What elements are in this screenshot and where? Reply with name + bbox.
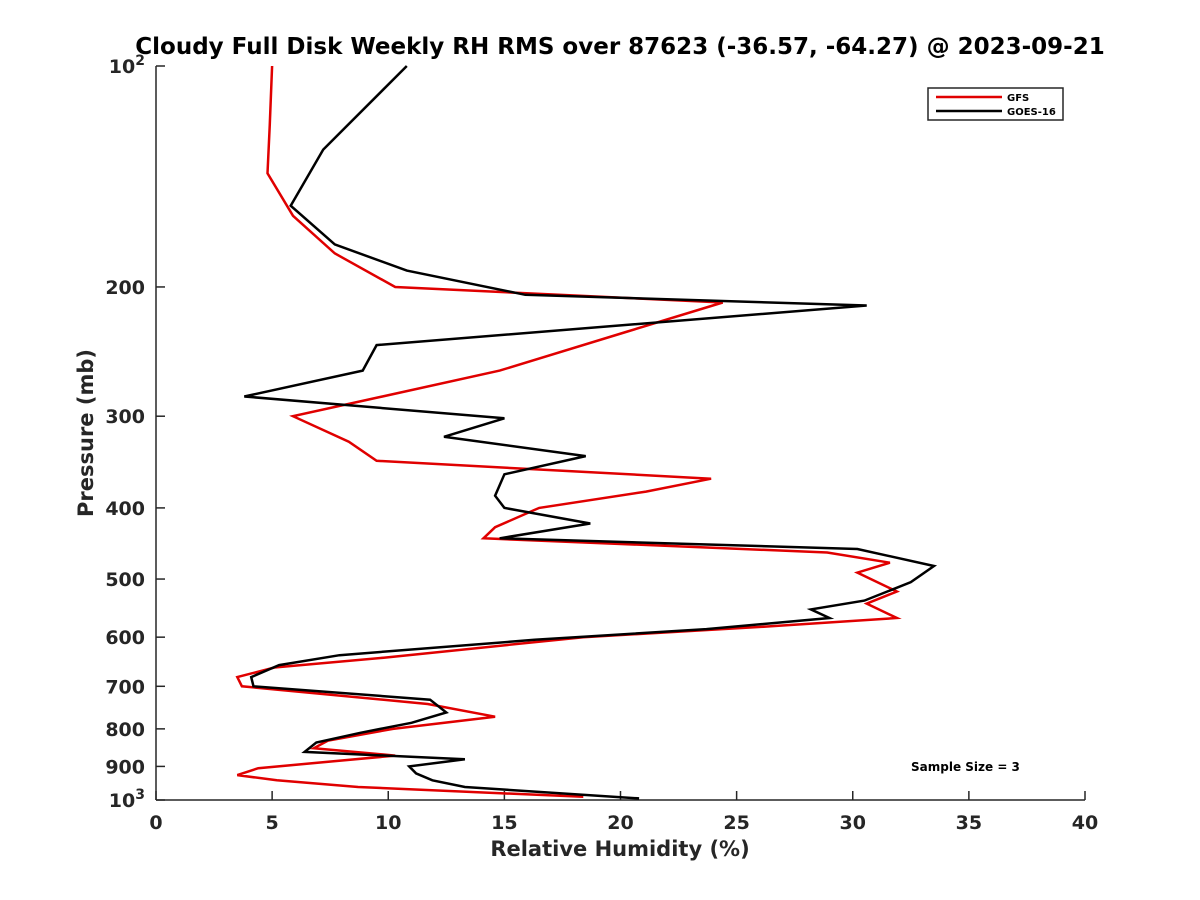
series-line-goes-16 — [244, 65, 938, 800]
y-tick-label: 103 — [109, 787, 145, 812]
x-tick-label: 5 — [266, 812, 279, 834]
y-tick-label: 500 — [105, 569, 145, 591]
x-tick-label: 35 — [956, 812, 982, 834]
y-tick-label: 200 — [105, 277, 145, 299]
legend-label-goes-16: GOES-16 — [1007, 107, 1056, 118]
x-tick-label: 40 — [1072, 812, 1098, 834]
y-tick-label: 700 — [105, 676, 145, 698]
x-axis-label: Relative Humidity (%) — [490, 837, 749, 861]
y-tick-label: 600 — [105, 627, 145, 649]
x-tick-label: 0 — [149, 812, 162, 834]
x-tick-label: 25 — [723, 812, 749, 834]
x-tick-label: 10 — [375, 812, 401, 834]
x-tick-label: 20 — [607, 812, 633, 834]
x-tick-label: 30 — [840, 812, 866, 834]
y-axis-label: Pressure (mb) — [74, 349, 98, 517]
legend-label-gfs: GFS — [1007, 93, 1029, 104]
y-tick-label: 400 — [105, 498, 145, 520]
legend-box — [927, 87, 1064, 121]
chart-title: Cloudy Full Disk Weekly RH RMS over 8762… — [135, 34, 1104, 60]
x-tick-label: 15 — [491, 812, 517, 834]
plot-area: 0 5 10 15 20 25 30 35 40 102 200 300 400 500 600 700 80… — [105, 53, 1098, 834]
y-tick-label: 800 — [105, 719, 145, 741]
x-axis-ticks: 0 5 10 15 20 25 30 35 40 — [149, 791, 1098, 834]
y-tick-label: 102 — [109, 53, 145, 78]
series-lines — [235, 65, 938, 800]
series-line-gfs — [235, 65, 902, 799]
y-tick-label: 900 — [105, 756, 145, 778]
legend: GFS GOES-16 — [927, 87, 1064, 121]
sample-size-annotation: Sample Size = 3 — [911, 760, 1020, 774]
y-tick-label: 300 — [105, 406, 145, 428]
y-axis-ticks: 102 200 300 400 500 600 700 800 900 103 — [105, 53, 165, 812]
